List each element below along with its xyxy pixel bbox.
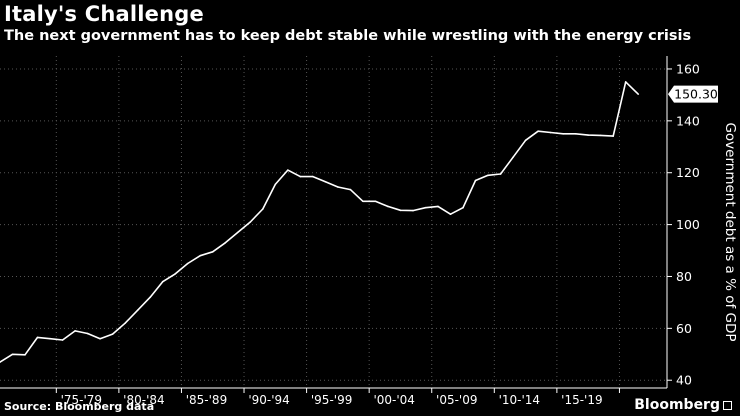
data-point	[224, 241, 227, 244]
data-point	[287, 169, 289, 171]
x-tick-label: '80-'84	[123, 393, 164, 407]
data-point	[274, 183, 277, 186]
last-value-badge	[668, 85, 718, 103]
data-point	[524, 139, 527, 142]
data-point	[462, 206, 464, 209]
data-point	[612, 135, 614, 137]
brand-mark-icon	[723, 401, 732, 410]
data-point	[587, 134, 589, 136]
data-point	[211, 251, 214, 253]
data-point	[99, 337, 101, 340]
data-point	[512, 156, 514, 158]
chart-subtitle: The next government has to keep debt sta…	[4, 28, 692, 44]
data-point	[374, 200, 377, 203]
data-point	[337, 186, 339, 188]
x-tick-label: '95-'99	[311, 393, 352, 407]
data-point	[186, 262, 189, 265]
data-point	[249, 221, 252, 223]
data-point	[124, 322, 126, 324]
data-point	[24, 354, 26, 356]
x-tick-label: '15-'19	[561, 393, 602, 407]
y-tick-label: 140	[676, 113, 700, 128]
data-point	[599, 134, 602, 137]
grid	[0, 56, 667, 388]
data-point	[111, 333, 114, 335]
data-point	[199, 254, 202, 257]
data-point	[136, 309, 139, 311]
y-axis-label: Government debt as a % of GDP	[722, 122, 738, 341]
x-tick-label: '10-'14	[499, 393, 540, 407]
x-tick-label: '05-'09	[436, 393, 477, 407]
data-point	[362, 200, 364, 203]
data-point	[36, 336, 39, 339]
data-point	[624, 81, 627, 83]
data-point	[161, 280, 164, 283]
axes	[0, 56, 672, 393]
data-point	[399, 209, 402, 212]
series-layer	[0, 81, 640, 363]
data-point	[74, 330, 76, 332]
data-point	[424, 206, 427, 209]
data-point	[11, 353, 14, 356]
y-tick-label: 120	[676, 165, 700, 180]
data-point	[0, 361, 1, 363]
data-point	[49, 337, 51, 340]
data-point	[61, 339, 64, 341]
chart-title: Italy's Challenge	[4, 2, 204, 26]
source-note: Source: Bloomberg data	[4, 400, 155, 413]
x-tick-label: '85-'89	[186, 393, 227, 407]
data-point	[537, 130, 539, 133]
labels: 40 60 80 100 120 140 160 '75-'79 '80-'84 '85-'89 '…	[61, 61, 738, 407]
y-tick-label: 100	[676, 217, 700, 232]
last-value-label: 150.30	[674, 87, 718, 102]
data-point	[174, 273, 176, 275]
data-point	[236, 231, 239, 234]
debt-series-line	[0, 81, 639, 363]
data-point	[149, 296, 151, 299]
data-point	[324, 180, 327, 183]
data-point	[449, 213, 452, 216]
x-tick-label: '75-'79	[61, 393, 102, 407]
y-tick-label: 160	[676, 61, 700, 76]
data-point	[412, 209, 414, 212]
data-point	[312, 175, 314, 178]
x-tick-label: '90-'94	[248, 393, 289, 407]
data-point	[86, 332, 89, 335]
data-point	[261, 208, 264, 210]
data-point	[299, 175, 302, 178]
data-point	[562, 133, 564, 135]
data-point	[474, 179, 477, 182]
y-tick-label: 60	[676, 321, 692, 336]
data-point	[637, 93, 640, 95]
data-point	[437, 205, 439, 208]
data-point	[574, 133, 577, 135]
x-tick-label: '00-'04	[373, 393, 414, 407]
brand-logo: Bloomberg	[634, 397, 720, 413]
data-point	[549, 131, 552, 134]
y-tick-label: 40	[676, 373, 692, 388]
y-tick-label: 80	[676, 269, 692, 284]
data-point	[499, 173, 502, 175]
data-point	[349, 188, 352, 191]
data-point	[487, 174, 489, 177]
data-point	[387, 205, 389, 208]
